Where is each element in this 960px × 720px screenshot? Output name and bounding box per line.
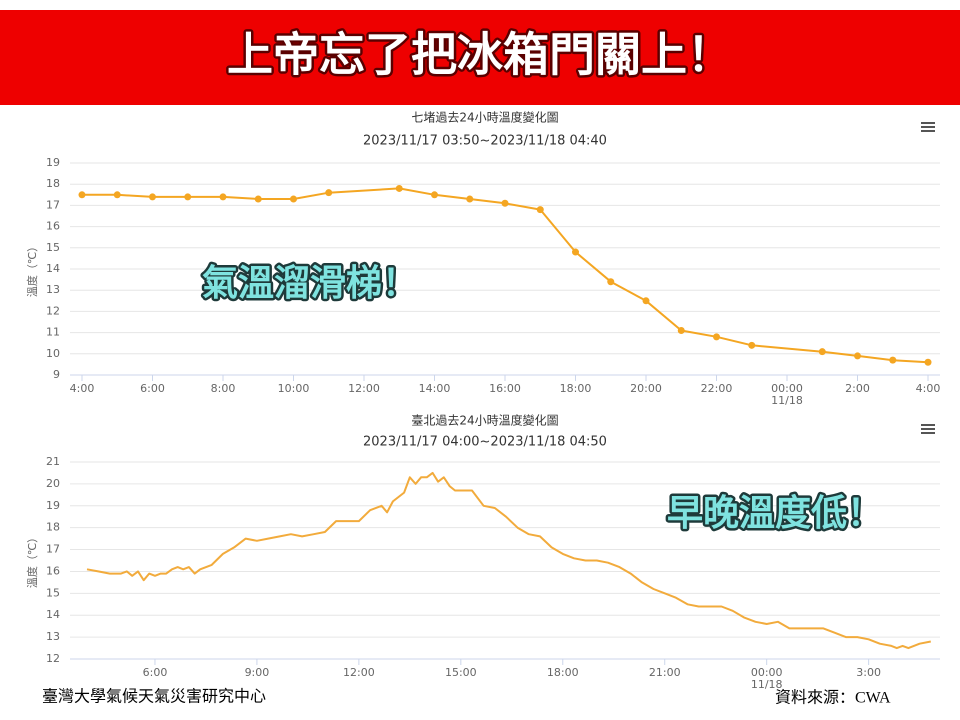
point bbox=[254, 195, 262, 203]
x-tick-label: 00:00 bbox=[771, 382, 803, 395]
y-tick-label: 16 bbox=[46, 220, 60, 233]
y-tick-label: 10 bbox=[46, 347, 60, 360]
point bbox=[113, 191, 121, 199]
y-tick-label: 14 bbox=[46, 262, 60, 275]
point bbox=[818, 348, 826, 356]
x-tick-label: 12:00 bbox=[343, 666, 375, 679]
y-tick-label: 11 bbox=[46, 326, 60, 339]
chart-subtitle: 2023/11/17 04:00~2023/11/18 04:50 bbox=[363, 435, 607, 450]
point bbox=[430, 191, 438, 199]
annotation: 氣溫溜滑梯！ bbox=[202, 263, 418, 304]
point bbox=[607, 278, 615, 286]
footer-data-source: 資料來源：CWA bbox=[775, 689, 891, 707]
menu-icon-bar bbox=[921, 122, 935, 124]
point bbox=[148, 193, 156, 201]
x-tick-label: 2:00 bbox=[845, 382, 870, 395]
point bbox=[395, 184, 403, 192]
point bbox=[289, 195, 297, 203]
x-tick-label: 6:00 bbox=[143, 666, 168, 679]
point bbox=[325, 189, 333, 197]
y-axis-label: 溫度（℃） bbox=[25, 241, 39, 297]
point bbox=[713, 333, 721, 341]
chart-subtitle: 2023/11/17 03:50~2023/11/18 04:40 bbox=[363, 134, 607, 149]
menu-icon-bar bbox=[921, 424, 935, 426]
point bbox=[184, 193, 192, 201]
point bbox=[501, 199, 509, 207]
x-tick-label: 21:00 bbox=[649, 666, 681, 679]
chart-title: 七堵過去24小時溫度變化圖 bbox=[411, 110, 558, 125]
x-tick-label: 4:00 bbox=[916, 382, 941, 395]
y-axis-label: 溫度（℃） bbox=[25, 532, 39, 588]
x-tick-label: 14:00 bbox=[419, 382, 451, 395]
x-tick-sublabel: 11/18 bbox=[771, 394, 803, 407]
banner bbox=[0, 10, 960, 105]
x-tick-label: 16:00 bbox=[489, 382, 521, 395]
x-tick-label: 6:00 bbox=[140, 382, 165, 395]
y-tick-label: 18 bbox=[46, 521, 60, 534]
point bbox=[854, 352, 862, 360]
point bbox=[924, 358, 932, 366]
footer-source-org: 臺灣大學氣候天氣災害研究中心 bbox=[42, 687, 266, 706]
point bbox=[642, 297, 650, 305]
y-tick-label: 12 bbox=[46, 304, 60, 317]
x-tick-label: 22:00 bbox=[701, 382, 733, 395]
point bbox=[536, 206, 544, 214]
x-tick-label: 12:00 bbox=[348, 382, 380, 395]
x-tick-label: 9:00 bbox=[245, 666, 270, 679]
point bbox=[677, 326, 685, 334]
y-tick-label: 21 bbox=[46, 455, 60, 468]
point bbox=[466, 195, 474, 203]
x-tick-label: 10:00 bbox=[278, 382, 310, 395]
y-tick-label: 20 bbox=[46, 477, 60, 490]
chart-title: 臺北過去24小時溫度變化圖 bbox=[411, 413, 558, 428]
x-tick-label: 3:00 bbox=[856, 666, 881, 679]
x-tick-label: 20:00 bbox=[630, 382, 662, 395]
point bbox=[219, 193, 227, 201]
x-tick-sublabel: 11/18 bbox=[751, 678, 783, 691]
banner-title: 上帝忘了把冰箱門關上！ bbox=[227, 28, 733, 82]
y-tick-label: 14 bbox=[46, 608, 60, 621]
annotation: 早晚溫度低！ bbox=[667, 493, 883, 534]
x-tick-label: 18:00 bbox=[560, 382, 592, 395]
point bbox=[889, 356, 897, 364]
y-tick-label: 17 bbox=[46, 198, 60, 211]
y-tick-label: 15 bbox=[46, 241, 60, 254]
menu-icon-bar bbox=[921, 432, 935, 434]
y-tick-label: 16 bbox=[46, 564, 60, 577]
y-tick-label: 18 bbox=[46, 177, 60, 190]
y-tick-label: 9 bbox=[53, 368, 60, 381]
menu-icon-bar bbox=[921, 126, 935, 128]
x-tick-label: 8:00 bbox=[211, 382, 236, 395]
y-tick-label: 17 bbox=[46, 543, 60, 556]
y-tick-label: 13 bbox=[46, 630, 60, 643]
x-tick-label: 18:00 bbox=[547, 666, 579, 679]
point bbox=[572, 248, 580, 256]
point bbox=[78, 191, 86, 199]
menu-icon-bar bbox=[921, 130, 935, 132]
y-tick-label: 15 bbox=[46, 586, 60, 599]
x-tick-label: 15:00 bbox=[445, 666, 477, 679]
point bbox=[748, 341, 756, 349]
y-tick-label: 19 bbox=[46, 499, 60, 512]
y-tick-label: 12 bbox=[46, 652, 60, 665]
menu-icon-bar bbox=[921, 428, 935, 430]
line-series bbox=[86, 471, 931, 650]
y-tick-label: 19 bbox=[46, 156, 60, 169]
y-tick-label: 13 bbox=[46, 283, 60, 296]
x-tick-label: 00:00 bbox=[751, 666, 783, 679]
x-tick-label: 4:00 bbox=[70, 382, 95, 395]
